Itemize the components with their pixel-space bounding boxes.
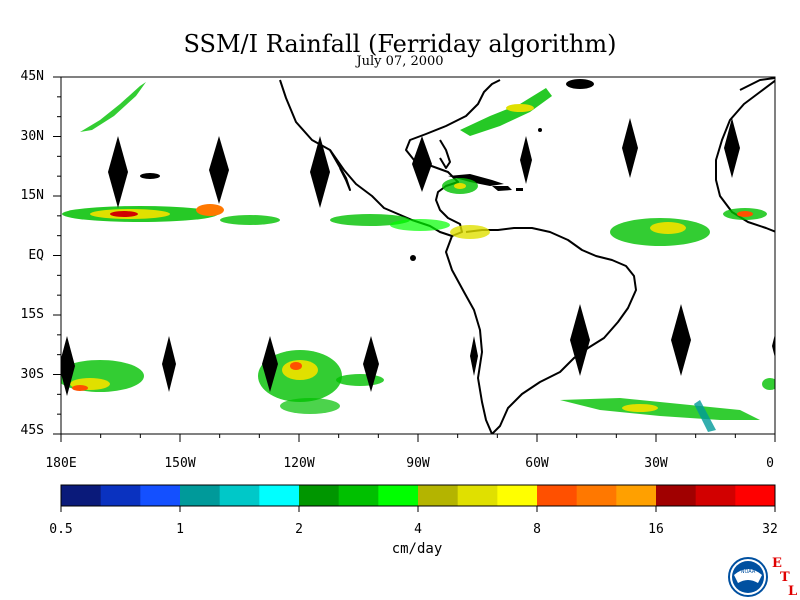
orbit-gap	[61, 336, 75, 396]
lat-label-15n: 15N	[20, 188, 44, 203]
bermuda	[538, 128, 542, 132]
colorbar-swatch	[695, 485, 736, 506]
orbit-gap	[671, 304, 691, 376]
lon-label-30w: 30W	[644, 456, 668, 471]
rain-band-central-america	[442, 178, 478, 194]
colorbar-swatch	[378, 485, 419, 506]
rain-band-north-pacific-itcz	[62, 204, 490, 239]
noaa-logo-bird	[734, 569, 762, 583]
colorbar-swatch	[735, 485, 776, 506]
colorbar-swatch	[338, 485, 379, 506]
colorbar-swatch	[457, 485, 498, 506]
lat-label-30n: 30N	[20, 129, 44, 144]
orbit-gap	[363, 336, 379, 392]
colorbar	[60, 485, 776, 512]
etl-letter-l: L	[788, 584, 797, 599]
orbit-gap	[108, 136, 128, 208]
colorbar-tick-label: 32	[762, 522, 778, 537]
colorbar-tick-label: 8	[533, 522, 541, 537]
orbit-gap	[162, 336, 176, 392]
lat-label-45s: 45S	[20, 423, 44, 438]
lat-label-eq: EQ	[28, 248, 44, 263]
orbit-gap	[520, 136, 532, 184]
colorbar-swatch	[616, 485, 657, 506]
colorbar-swatch	[656, 485, 697, 506]
rain-band-south-atlantic	[560, 398, 760, 432]
orbit-gap	[772, 334, 775, 358]
colorbar-units: cm/day	[391, 541, 443, 557]
rain-band-pacific-northwest	[80, 82, 146, 132]
chart-subtitle: July 07, 2000	[356, 54, 444, 69]
rainfall-patches	[61, 82, 775, 432]
colorbar-tick-label: 4	[414, 522, 422, 537]
colorbar-swatch	[180, 485, 221, 506]
colorbar-swatch	[219, 485, 260, 506]
coastline-baja	[329, 149, 351, 191]
coastline-europe	[739, 77, 775, 91]
orbit-gap	[724, 118, 740, 178]
colorbar-swatch	[299, 485, 340, 506]
colorbar-swatch	[576, 485, 617, 506]
colorbar-swatch	[259, 485, 300, 506]
hispaniola	[492, 186, 512, 191]
lon-label-60w: 60W	[525, 456, 549, 471]
lon-label-0: 0	[766, 456, 774, 471]
orbit-gap	[412, 136, 432, 192]
axis-ticks	[53, 76, 776, 442]
coastline-africa	[715, 79, 775, 233]
rain-band-south-pacific	[61, 350, 384, 414]
lon-label-150w: 150W	[164, 456, 196, 471]
etl-letter-t: T	[780, 570, 790, 585]
orbit-gap	[622, 118, 638, 178]
colorbar-tick-label: 16	[648, 522, 664, 537]
orbit-gap	[470, 336, 478, 376]
lat-label-15s: 15S	[20, 307, 44, 322]
islands	[140, 79, 594, 261]
colorbar-swatch	[497, 485, 538, 506]
colorbar-swatch	[140, 485, 181, 506]
orbit-gaps	[61, 118, 775, 396]
galapagos	[410, 255, 416, 261]
colorbar-swatch	[418, 485, 459, 506]
lon-label-120w: 120W	[283, 456, 315, 471]
cuba	[448, 174, 504, 186]
coastline-florida	[439, 139, 451, 169]
orbit-gap	[262, 336, 278, 392]
newfoundland	[566, 79, 594, 89]
noaa-etl-logo: NOAA E T L	[728, 556, 797, 599]
lat-label-45n: 45N	[20, 69, 44, 84]
orbit-gap	[209, 136, 229, 204]
lon-label-90w: 90W	[406, 456, 430, 471]
lon-label-180e: 180E	[45, 456, 77, 471]
colorbar-tick-label: 1	[176, 522, 184, 537]
puerto-rico	[516, 188, 523, 191]
colorbar-swatch	[100, 485, 141, 506]
hawaii	[140, 173, 160, 179]
lat-label-30s: 30S	[20, 367, 44, 382]
colorbar-frame	[60, 484, 776, 507]
colorbar-swatch	[61, 485, 102, 506]
rain-band-atlantic-itcz	[610, 208, 767, 246]
etl-letter-e: E	[772, 556, 782, 571]
colorbar-tick-label: 2	[295, 522, 303, 537]
rain-band-indian-ocean-edge	[762, 378, 775, 390]
orbit-gap	[310, 136, 330, 208]
colorbar-tick-label: 0.5	[49, 522, 73, 537]
orbit-gap	[570, 304, 590, 376]
chart-title: SSM/I Rainfall (Ferriday algorithm)	[183, 30, 617, 58]
rain-band-atlantic-storm	[460, 88, 552, 136]
coastline-north-america	[279, 79, 501, 237]
colorbar-swatch	[537, 485, 578, 506]
noaa-logo-text: NOAA	[741, 569, 756, 575]
map-content	[61, 77, 775, 434]
